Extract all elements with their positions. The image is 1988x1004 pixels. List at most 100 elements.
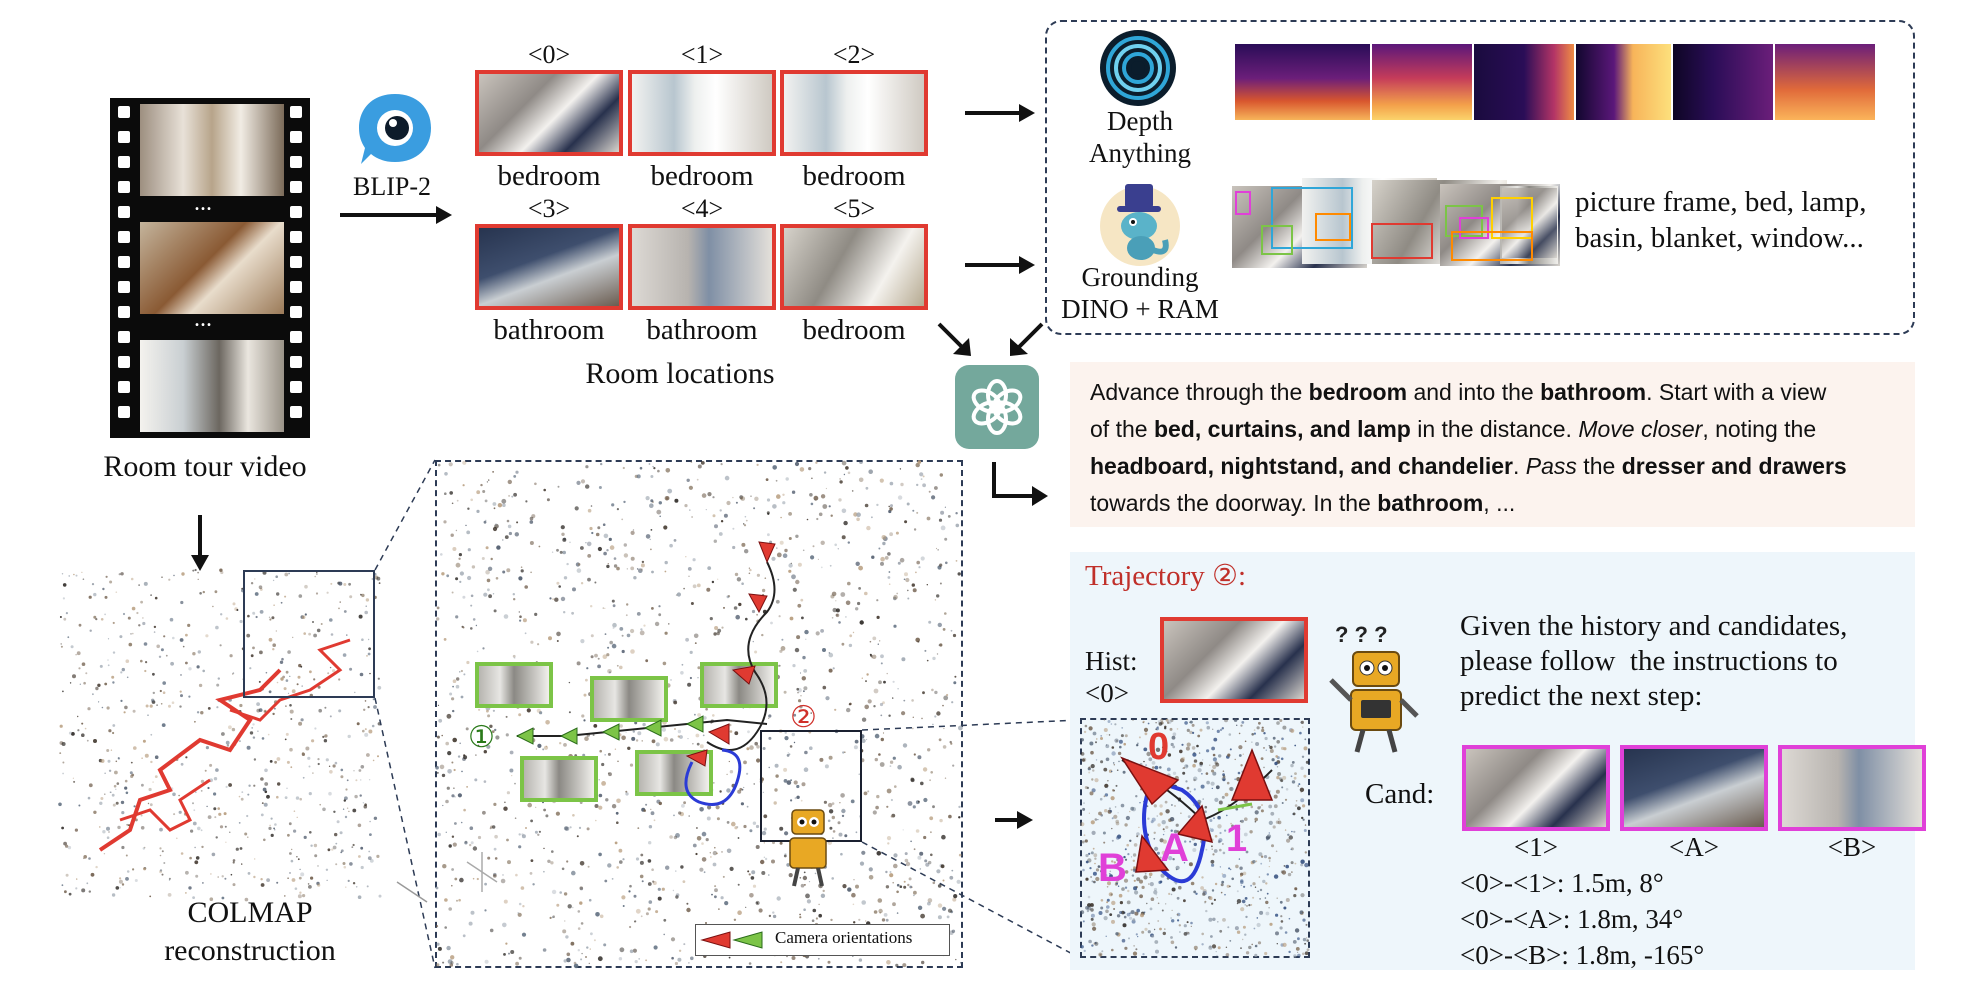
point — [107, 659, 109, 661]
point — [1193, 759, 1198, 763]
point — [1124, 823, 1128, 827]
point — [78, 667, 81, 670]
point — [795, 579, 800, 585]
point — [895, 531, 899, 535]
point — [1240, 724, 1243, 727]
point — [1170, 893, 1173, 896]
point — [336, 820, 340, 824]
point — [344, 796, 348, 801]
point — [1219, 866, 1222, 868]
point — [1136, 832, 1140, 836]
point — [1151, 766, 1155, 769]
point — [1183, 899, 1186, 903]
point — [335, 863, 338, 866]
point — [225, 740, 230, 745]
point — [741, 582, 744, 585]
point — [447, 769, 452, 774]
point — [556, 548, 559, 552]
point — [254, 578, 256, 580]
point — [1285, 864, 1289, 869]
point — [1126, 843, 1129, 847]
point — [586, 946, 589, 949]
point — [1288, 917, 1291, 920]
point — [346, 634, 348, 636]
instruction-segment: towards the doorway. In the — [1090, 490, 1378, 516]
point — [312, 772, 314, 774]
point — [678, 811, 682, 815]
point — [360, 846, 364, 850]
point — [1260, 809, 1264, 813]
point — [743, 523, 745, 525]
point — [1124, 870, 1129, 874]
point — [1150, 897, 1155, 901]
point — [253, 875, 256, 879]
point — [598, 805, 603, 810]
point — [274, 760, 277, 764]
point — [835, 600, 837, 602]
point — [758, 908, 763, 913]
detection-boxes — [1235, 187, 1533, 261]
arrow-blip-to-rooms — [340, 206, 452, 224]
point — [179, 690, 182, 693]
point — [613, 564, 618, 568]
film-hole — [118, 256, 130, 268]
point — [915, 462, 920, 468]
point — [270, 817, 273, 820]
point — [220, 570, 224, 575]
spiral-eye-icon — [1100, 30, 1176, 106]
point — [1193, 890, 1197, 894]
point — [1130, 806, 1135, 811]
point — [1091, 788, 1096, 793]
film-hole — [118, 331, 130, 343]
point — [160, 648, 164, 652]
point — [465, 524, 467, 527]
point — [1225, 946, 1228, 948]
point — [529, 541, 534, 545]
point — [466, 660, 470, 665]
point — [892, 697, 894, 699]
point — [159, 827, 163, 832]
point — [663, 525, 668, 530]
point — [859, 620, 864, 625]
point — [482, 810, 486, 815]
point — [904, 520, 908, 524]
point — [801, 676, 806, 681]
arrow-video-to-colmap — [191, 515, 209, 571]
point — [1275, 850, 1278, 853]
point — [1165, 825, 1169, 829]
point — [285, 732, 289, 736]
point — [1112, 762, 1115, 764]
point — [545, 720, 550, 725]
point — [376, 576, 381, 581]
point — [102, 830, 106, 834]
point — [143, 867, 147, 871]
point — [587, 554, 592, 558]
point — [118, 879, 123, 884]
point — [345, 788, 348, 791]
point — [192, 821, 197, 826]
point — [1168, 892, 1171, 895]
point — [556, 631, 561, 637]
point — [597, 546, 602, 552]
point — [1137, 936, 1139, 938]
point — [1191, 723, 1195, 727]
point — [771, 859, 775, 864]
point — [648, 841, 652, 845]
point — [616, 566, 620, 571]
point — [1250, 805, 1254, 809]
point — [1286, 838, 1291, 843]
point — [751, 870, 756, 875]
point — [229, 831, 231, 833]
point — [93, 739, 97, 743]
point — [216, 683, 220, 687]
point — [648, 900, 653, 904]
point — [1103, 728, 1108, 732]
point — [1112, 789, 1115, 792]
point — [1090, 913, 1095, 918]
point — [777, 578, 780, 581]
point — [1222, 778, 1226, 782]
point — [590, 932, 593, 936]
point — [595, 912, 600, 917]
point — [651, 607, 654, 610]
point — [351, 846, 354, 848]
